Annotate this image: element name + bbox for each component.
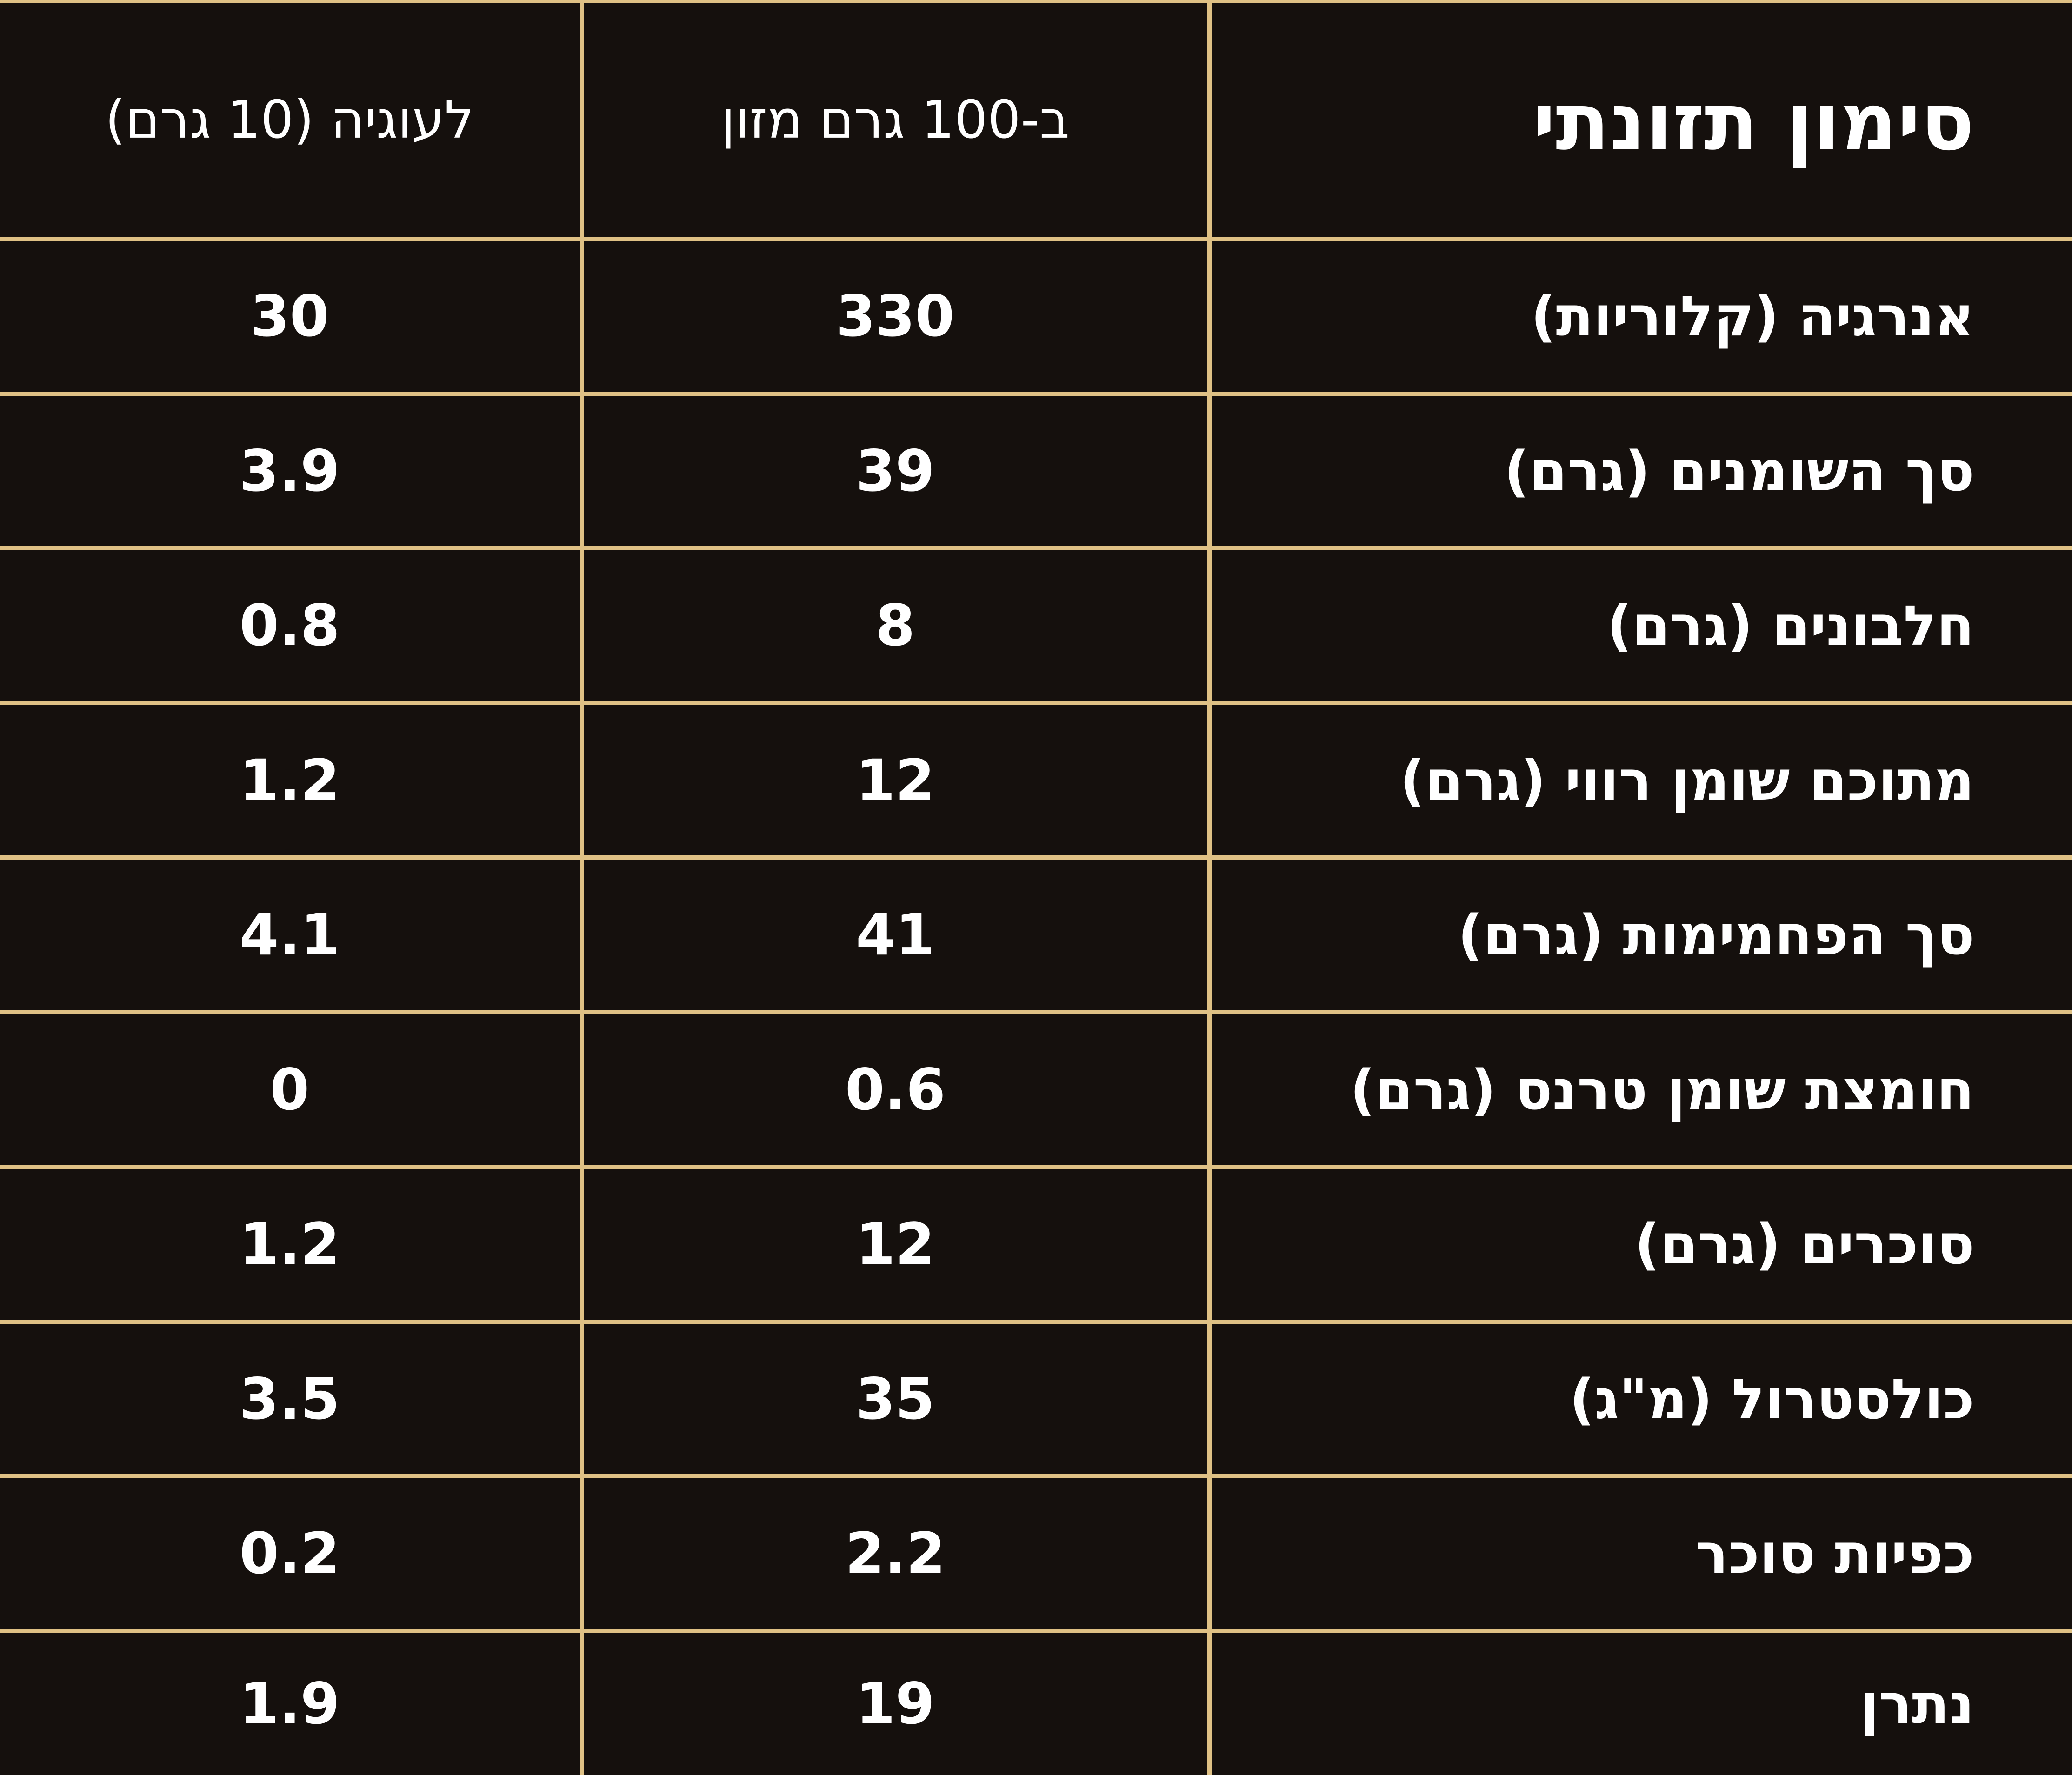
table-row-sugars: סוכרים (גרם) 12 1.2: [0, 1165, 2072, 1324]
column-header-per-100g: ב-100 גרם מזון: [579, 0, 1212, 241]
row-label: סוכרים (גרם): [1207, 1165, 2072, 1324]
value-per-100g: 12: [579, 701, 1212, 860]
value-per-100g: 0.6: [579, 1010, 1212, 1169]
table-row-teaspoons-sugar: כפיות סוכר 2.2 0.2: [0, 1474, 2072, 1633]
column-header-per-cookie: לעוגיה (10 גרם): [0, 0, 584, 241]
table-row-cholesterol: כולסטרול (מ"ג) 35 3.5: [0, 1319, 2072, 1479]
table-row-trans-fat: חומצת שומן טרנס (גרם) 0.6 0: [0, 1010, 2072, 1169]
table-header-row: סימון תזונתי ב-100 גרם מזון לעוגיה (10 ג…: [0, 0, 2072, 241]
row-label: חלבונים (גרם): [1207, 546, 2072, 705]
table-title: סימון תזונתי: [1207, 0, 2072, 241]
row-label: סך הפחמימות (גרם): [1207, 855, 2072, 1014]
row-label: סך השומנים (גרם): [1207, 391, 2072, 551]
value-per-cookie: 0: [0, 1010, 584, 1169]
value-per-100g: 35: [579, 1319, 1212, 1479]
table-row-total-carbs: סך הפחמימות (גרם) 41 4.1: [0, 855, 2072, 1014]
row-label: חומצת שומן טרנס (גרם): [1207, 1010, 2072, 1169]
value-per-100g: 12: [579, 1165, 1212, 1324]
value-per-100g: 330: [579, 237, 1212, 396]
value-per-100g: 19: [579, 1628, 1212, 1775]
value-per-cookie: 1.2: [0, 701, 584, 860]
value-per-cookie: 1.2: [0, 1165, 584, 1324]
value-per-cookie: 3.9: [0, 391, 584, 551]
value-per-cookie: 0.2: [0, 1474, 584, 1633]
value-per-100g: 8: [579, 546, 1212, 705]
row-label: אנרגיה (קלוריות): [1207, 237, 2072, 396]
table-row-total-fat: סך השומנים (גרם) 39 3.9: [0, 391, 2072, 551]
value-per-cookie: 4.1: [0, 855, 584, 1014]
table-row-sodium: נתרן 19 1.9: [0, 1628, 2072, 1775]
row-label: מתוכם שומן רווי (גרם): [1207, 701, 2072, 860]
value-per-cookie: 3.5: [0, 1319, 584, 1479]
table-row-protein: חלבונים (גרם) 8 0.8: [0, 546, 2072, 705]
row-label: נתרן: [1207, 1628, 2072, 1775]
value-per-100g: 2.2: [579, 1474, 1212, 1633]
value-per-cookie: 1.9: [0, 1628, 584, 1775]
table-row-saturated-fat: מתוכם שומן רווי (גרם) 12 1.2: [0, 701, 2072, 860]
row-label: כפיות סוכר: [1207, 1474, 2072, 1633]
table-row-energy: אנרגיה (קלוריות) 330 30: [0, 237, 2072, 396]
row-label: כולסטרול (מ"ג): [1207, 1319, 2072, 1479]
value-per-cookie: 30: [0, 237, 584, 396]
value-per-100g: 41: [579, 855, 1212, 1014]
value-per-cookie: 0.8: [0, 546, 584, 705]
value-per-100g: 39: [579, 391, 1212, 551]
